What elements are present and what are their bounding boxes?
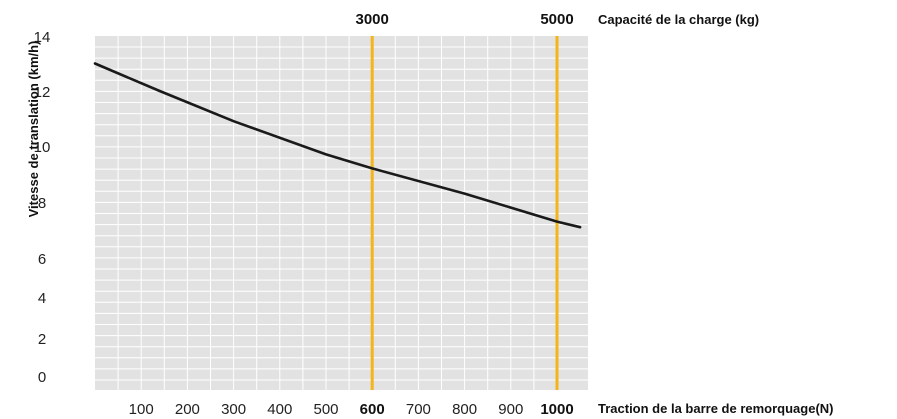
x-tick-label: 700	[406, 401, 431, 418]
x-tick-label: 100	[129, 401, 154, 418]
x-tick-label: 200	[175, 401, 200, 418]
series-line	[93, 62, 582, 229]
y-axis-title: Vitesse de translation (km/h)	[26, 41, 41, 218]
top-axis-title: Capacité de la charge (kg)	[598, 12, 759, 27]
x-tick-label: 400	[267, 401, 292, 418]
x-tick-label: 1000	[540, 401, 573, 418]
y-tick-label: 10	[34, 139, 51, 156]
x-axis-title: Traction de la barre de remorquage(N)	[598, 401, 834, 416]
capacity-marker-label: 5000	[540, 11, 573, 28]
x-tick-label: 800	[452, 401, 477, 418]
y-tick-label: 14	[34, 29, 51, 46]
x-tick-label: 300	[221, 401, 246, 418]
y-tick-label: 0	[38, 369, 46, 386]
y-tick-label: 2	[38, 331, 46, 348]
y-tick-labels: 0 2 4 6 8 10 12 14	[34, 29, 51, 386]
capacity-markers: 3000 5000	[356, 11, 574, 390]
y-tick-label: 4	[38, 290, 46, 307]
capacity-marker-label: 3000	[356, 11, 389, 28]
x-tick-label: 500	[313, 401, 338, 418]
horizontal-gridlines	[95, 46, 588, 381]
x-tick-label: 900	[498, 401, 523, 418]
y-tick-label: 12	[34, 84, 51, 101]
series-layer	[93, 62, 582, 229]
y-tick-label: 8	[38, 195, 46, 212]
x-tick-labels: 100 200 300 400 500 600 700 800 900 1000	[129, 401, 574, 418]
x-tick-label: 600	[360, 401, 385, 418]
y-tick-label: 6	[38, 251, 46, 268]
